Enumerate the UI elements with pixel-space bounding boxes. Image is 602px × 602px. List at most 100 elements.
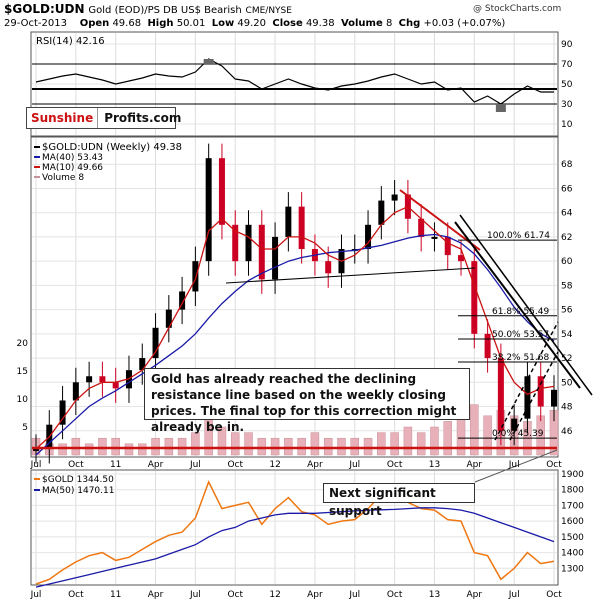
gold-y-tick-label: 1800: [561, 486, 584, 496]
gold-legend-entry: MA(50) 1470.11: [42, 486, 114, 496]
volume-bar: [377, 432, 386, 456]
price-candle: [471, 261, 478, 334]
price-candle: [325, 261, 332, 274]
gold-legend-entry: $GOLD 1344.50: [42, 475, 114, 485]
ohlc-line: 29-Oct-2013 Open 49.68 High 50.01 Low 49…: [4, 18, 505, 29]
price-candle: [192, 261, 199, 292]
symbol: $GOLD:UDN: [4, 2, 85, 16]
price-y-tick-label: 56: [561, 306, 573, 316]
volume-y-tick-label: 20: [17, 339, 29, 349]
volume-bar: [257, 437, 267, 456]
volume-bar: [124, 443, 134, 456]
gold-x-tick-label: Jul: [508, 590, 520, 600]
gold-x-tick-label: Jul: [189, 590, 201, 600]
low-value: 49.20: [237, 18, 267, 29]
gold-x-tick-label: Oct: [227, 590, 243, 600]
price-candle: [551, 389, 557, 407]
volume-bar: [71, 437, 81, 456]
rsi-line: [35, 58, 554, 105]
trendline-dashed-2: [509, 351, 559, 441]
gold-y-tick-label: 1300: [561, 564, 584, 574]
price-legend-entry: MA(40) 53.43: [42, 153, 103, 163]
chart-header: $GOLD:UDN Gold (EOD)/PS DB US$ Bearish C…: [4, 2, 292, 16]
price-candle: [285, 206, 292, 237]
price-x-tick-label: Jul: [30, 460, 42, 470]
price-candle: [484, 333, 491, 359]
price-candle: [272, 236, 279, 280]
price-x-tick-label: Jul: [348, 460, 360, 470]
ma40-line: [35, 233, 555, 456]
price-candle: [245, 224, 252, 262]
price-candle: [444, 236, 451, 256]
fib-level-label: 100.0% 61.74: [487, 231, 550, 241]
price-x-tick-label: 13: [429, 460, 440, 470]
price-candle: [165, 309, 172, 328]
gold-y-tick-label: 1400: [561, 549, 584, 559]
gold-x-tick-label: Oct: [546, 590, 562, 600]
rsi-y-tick-label: 90: [561, 40, 573, 50]
price-x-tick-label: Apr: [307, 460, 323, 470]
volume-bar: [483, 415, 492, 456]
price-candle: [232, 224, 239, 262]
price-candle: [458, 255, 465, 262]
volume-bar: [138, 443, 147, 456]
low-label: Low: [211, 18, 235, 29]
price-candle: [537, 376, 544, 407]
volume-bar: [270, 437, 280, 456]
price-y-tick-label: 64: [561, 209, 573, 219]
volume-value: 8: [385, 18, 393, 29]
gold-y-tick-label: 1500: [561, 533, 584, 543]
price-candle: [258, 224, 265, 280]
price-candle: [298, 206, 305, 250]
gold-y-tick-label: 1600: [561, 517, 584, 527]
trendline-support-horizontal: [225, 267, 476, 284]
price-candle: [152, 327, 159, 359]
rsi-title: RSI(14) 42.16: [36, 36, 105, 47]
volume-bar: [217, 426, 227, 456]
price-x-tick-label: 11: [110, 460, 121, 470]
trendline-dashed-1: [494, 321, 559, 441]
exchange: CME/NYSE: [245, 6, 292, 16]
price-candle: [59, 400, 66, 425]
gold-x-tick-label: Apr: [467, 590, 483, 600]
rsi-overbought-fill: [203, 59, 214, 64]
volume-bar: [416, 432, 426, 456]
ma10-line: [35, 205, 555, 450]
price-x-tick-label: Jul: [508, 460, 520, 470]
volume-bar: [363, 437, 373, 456]
open-label: Open: [79, 18, 110, 29]
price-y-tick-label: 52: [561, 354, 572, 364]
rsi-y-tick-label: 30: [561, 100, 573, 110]
rsi-y-tick-label: 50: [561, 80, 573, 90]
price-candle: [205, 158, 212, 262]
fib-level-label: 61.8% 55.49: [492, 307, 549, 317]
volume-bar: [390, 432, 399, 456]
price-candle: [99, 376, 106, 383]
volume-bar: [164, 437, 174, 456]
price-x-tick-label: 12: [269, 460, 280, 470]
price-y-tick-label: 58: [561, 281, 573, 291]
brand-logo: Sunshine Profits.com: [26, 107, 181, 129]
gold-y-tick-label: 1700: [561, 501, 584, 511]
rsi-y-tick-label: 70: [561, 60, 573, 70]
volume-bar: [58, 443, 67, 456]
price-y-tick-label: 60: [561, 257, 573, 267]
chg-label: Chg: [398, 18, 421, 29]
price-y-tick-label: 48: [561, 403, 573, 413]
description: Gold (EOD)/PS DB US$ Bearish: [88, 5, 242, 16]
gold-x-tick-label: 11: [110, 590, 121, 600]
volume-y-tick-label: 10: [17, 395, 29, 405]
volume-y-tick-label: 15: [17, 367, 28, 377]
price-candle: [418, 218, 425, 237]
price-x-tick-label: Apr: [148, 460, 164, 470]
price-candle: [524, 376, 531, 419]
gold-x-tick-label: Apr: [148, 590, 164, 600]
volume-bar: [230, 432, 240, 456]
volume-bar: [310, 432, 320, 456]
trendline-black-1: [454, 221, 581, 389]
gold-ma50-line: [35, 507, 555, 588]
price-y-tick-label: 62: [561, 233, 572, 243]
price-candle: [218, 158, 225, 225]
price-x-tick-label: Oct: [387, 460, 403, 470]
